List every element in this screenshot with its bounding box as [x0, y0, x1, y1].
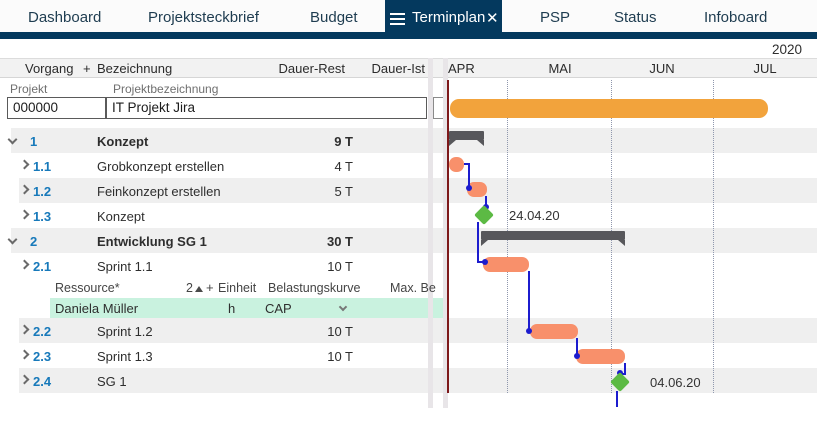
resource-unit-cell[interactable]: h: [228, 301, 236, 316]
load-curve-column-header: Belastungskurve: [268, 281, 361, 295]
task-name-cell[interactable]: Entwicklung SG 1: [97, 234, 207, 249]
expand-chevron-row-1-3[interactable]: [19, 209, 30, 220]
tab-infoboard[interactable]: Infoboard: [704, 9, 768, 26]
task-name-cell[interactable]: Sprint 1.1: [97, 259, 153, 274]
hamburger-menu-icon[interactable]: [390, 13, 405, 28]
link-line: [624, 363, 626, 375]
gantt-summary-bar-konzept[interactable]: [449, 131, 484, 146]
milestone-date-label: 04.06.20: [650, 375, 701, 390]
tab-status[interactable]: Status: [614, 9, 657, 26]
task-duration-cell[interactable]: 10 T: [327, 324, 353, 339]
link-line: [485, 196, 487, 209]
expand-chevron-row-2-1[interactable]: [19, 259, 30, 270]
task-duration-cell[interactable]: 5 T: [334, 184, 353, 199]
column-header-dauer-rest: Dauer-Rest: [278, 61, 345, 76]
task-id[interactable]: 2.3: [33, 349, 52, 364]
link-line: [464, 163, 470, 165]
resource-row-highlight: [50, 298, 443, 318]
splitter-strip[interactable]: [428, 58, 433, 408]
task-name-cell[interactable]: Feinkonzept erstellen: [97, 184, 221, 199]
link-node: [482, 259, 488, 265]
month-label-jun: JUN: [649, 61, 675, 76]
task-id[interactable]: 2.1: [33, 259, 52, 274]
row-band: [11, 228, 817, 253]
today-line: [447, 80, 449, 393]
add-column-button[interactable]: +: [83, 61, 91, 76]
max-load-column-header: Max. Be: [390, 281, 436, 295]
row-band: [11, 128, 817, 153]
gantt-bar-sprint-1-1[interactable]: [483, 257, 529, 272]
grid-header-band: [0, 58, 817, 78]
link-line: [468, 163, 470, 188]
project-id-input[interactable]: 000000: [7, 97, 106, 119]
task-duration-cell[interactable]: 9 T: [334, 134, 353, 149]
row-band: [19, 178, 817, 203]
task-id[interactable]: 1.2: [33, 184, 52, 199]
task-duration-cell[interactable]: 30 T: [326, 234, 353, 249]
task-name-cell[interactable]: Konzept: [97, 134, 149, 149]
task-duration-cell[interactable]: 10 T: [327, 349, 353, 364]
gantt-bar-feinkonzept[interactable]: [467, 182, 487, 197]
task-name-cell[interactable]: Grobkonzept erstellen: [97, 159, 225, 174]
gantt-project-bar[interactable]: [450, 99, 768, 118]
unit-column-header: Einheit: [218, 281, 257, 295]
close-icon[interactable]: ✕: [486, 10, 499, 27]
splitter-strip[interactable]: [443, 58, 448, 408]
link-line: [477, 261, 486, 263]
expand-chevron-row-2-3[interactable]: [19, 349, 30, 360]
gantt-bar-grobkonzept[interactable]: [449, 157, 464, 172]
tab-terminplan[interactable]: Terminplan: [412, 9, 486, 26]
task-id[interactable]: 2: [30, 234, 38, 249]
column-header-bezeichnung: Bezeichnung: [97, 61, 173, 76]
column-header-dauer-ist: Dauer-Ist: [371, 61, 425, 76]
task-duration-cell[interactable]: 10 T: [327, 259, 353, 274]
link-line: [616, 391, 618, 407]
tab-projektsteckbrief[interactable]: Projektsteckbrief: [148, 9, 259, 26]
task-name-cell[interactable]: SG 1: [97, 374, 127, 389]
row-band: [19, 318, 817, 343]
task-duration-cell[interactable]: 4 T: [334, 159, 353, 174]
resource-column-header: Ressource*: [55, 281, 120, 295]
task-id[interactable]: 1.1: [33, 159, 52, 174]
task-name-cell[interactable]: Sprint 1.2: [97, 324, 153, 339]
gantt-bar-sprint-1-2[interactable]: [530, 324, 578, 339]
sort-order-indicator: 2: [186, 281, 193, 295]
task-id[interactable]: 2.2: [33, 324, 52, 339]
resource-name-cell[interactable]: Daniela Müller: [55, 301, 139, 316]
add-resource-button[interactable]: +: [206, 280, 214, 295]
month-label-apr: APR: [448, 61, 475, 76]
tab-dashboard[interactable]: Dashboard: [28, 9, 102, 26]
timeline-year-label: 2020: [771, 42, 802, 57]
link-node: [466, 185, 472, 191]
link-line: [477, 222, 479, 263]
task-name-cell[interactable]: Sprint 1.3: [97, 349, 153, 364]
task-id[interactable]: 2.4: [33, 374, 52, 389]
sort-ascending-icon: [195, 286, 203, 292]
column-header-vorgang: Vorgang: [25, 61, 74, 76]
row-band: [19, 368, 817, 393]
gantt-summary-bar-entwicklung[interactable]: [481, 231, 625, 246]
project-name-label: Projektbezeichnung: [113, 82, 219, 96]
month-label-mai: MAI: [548, 61, 572, 76]
milestone-date-label: 24.04.20: [509, 208, 560, 223]
tab-psp[interactable]: PSP: [540, 9, 571, 26]
project-name-input[interactable]: IT Projekt Jira: [106, 97, 427, 119]
gantt-bar-sprint-1-3[interactable]: [576, 349, 625, 364]
link-node: [526, 328, 532, 334]
project-id-label: Projekt: [10, 82, 48, 96]
tab-budget[interactable]: Budget: [310, 9, 358, 26]
resource-load-curve-select[interactable]: CAP: [265, 301, 292, 316]
link-line: [528, 271, 530, 331]
link-line: [576, 338, 578, 357]
task-name-cell[interactable]: Konzept: [97, 209, 145, 224]
month-gridline: [713, 80, 714, 393]
link-node: [574, 353, 580, 359]
expand-chevron-row-1-1[interactable]: [19, 159, 30, 170]
task-id[interactable]: 1: [30, 134, 38, 149]
month-label-jul: JUL: [753, 61, 777, 76]
task-id[interactable]: 1.3: [33, 209, 52, 224]
